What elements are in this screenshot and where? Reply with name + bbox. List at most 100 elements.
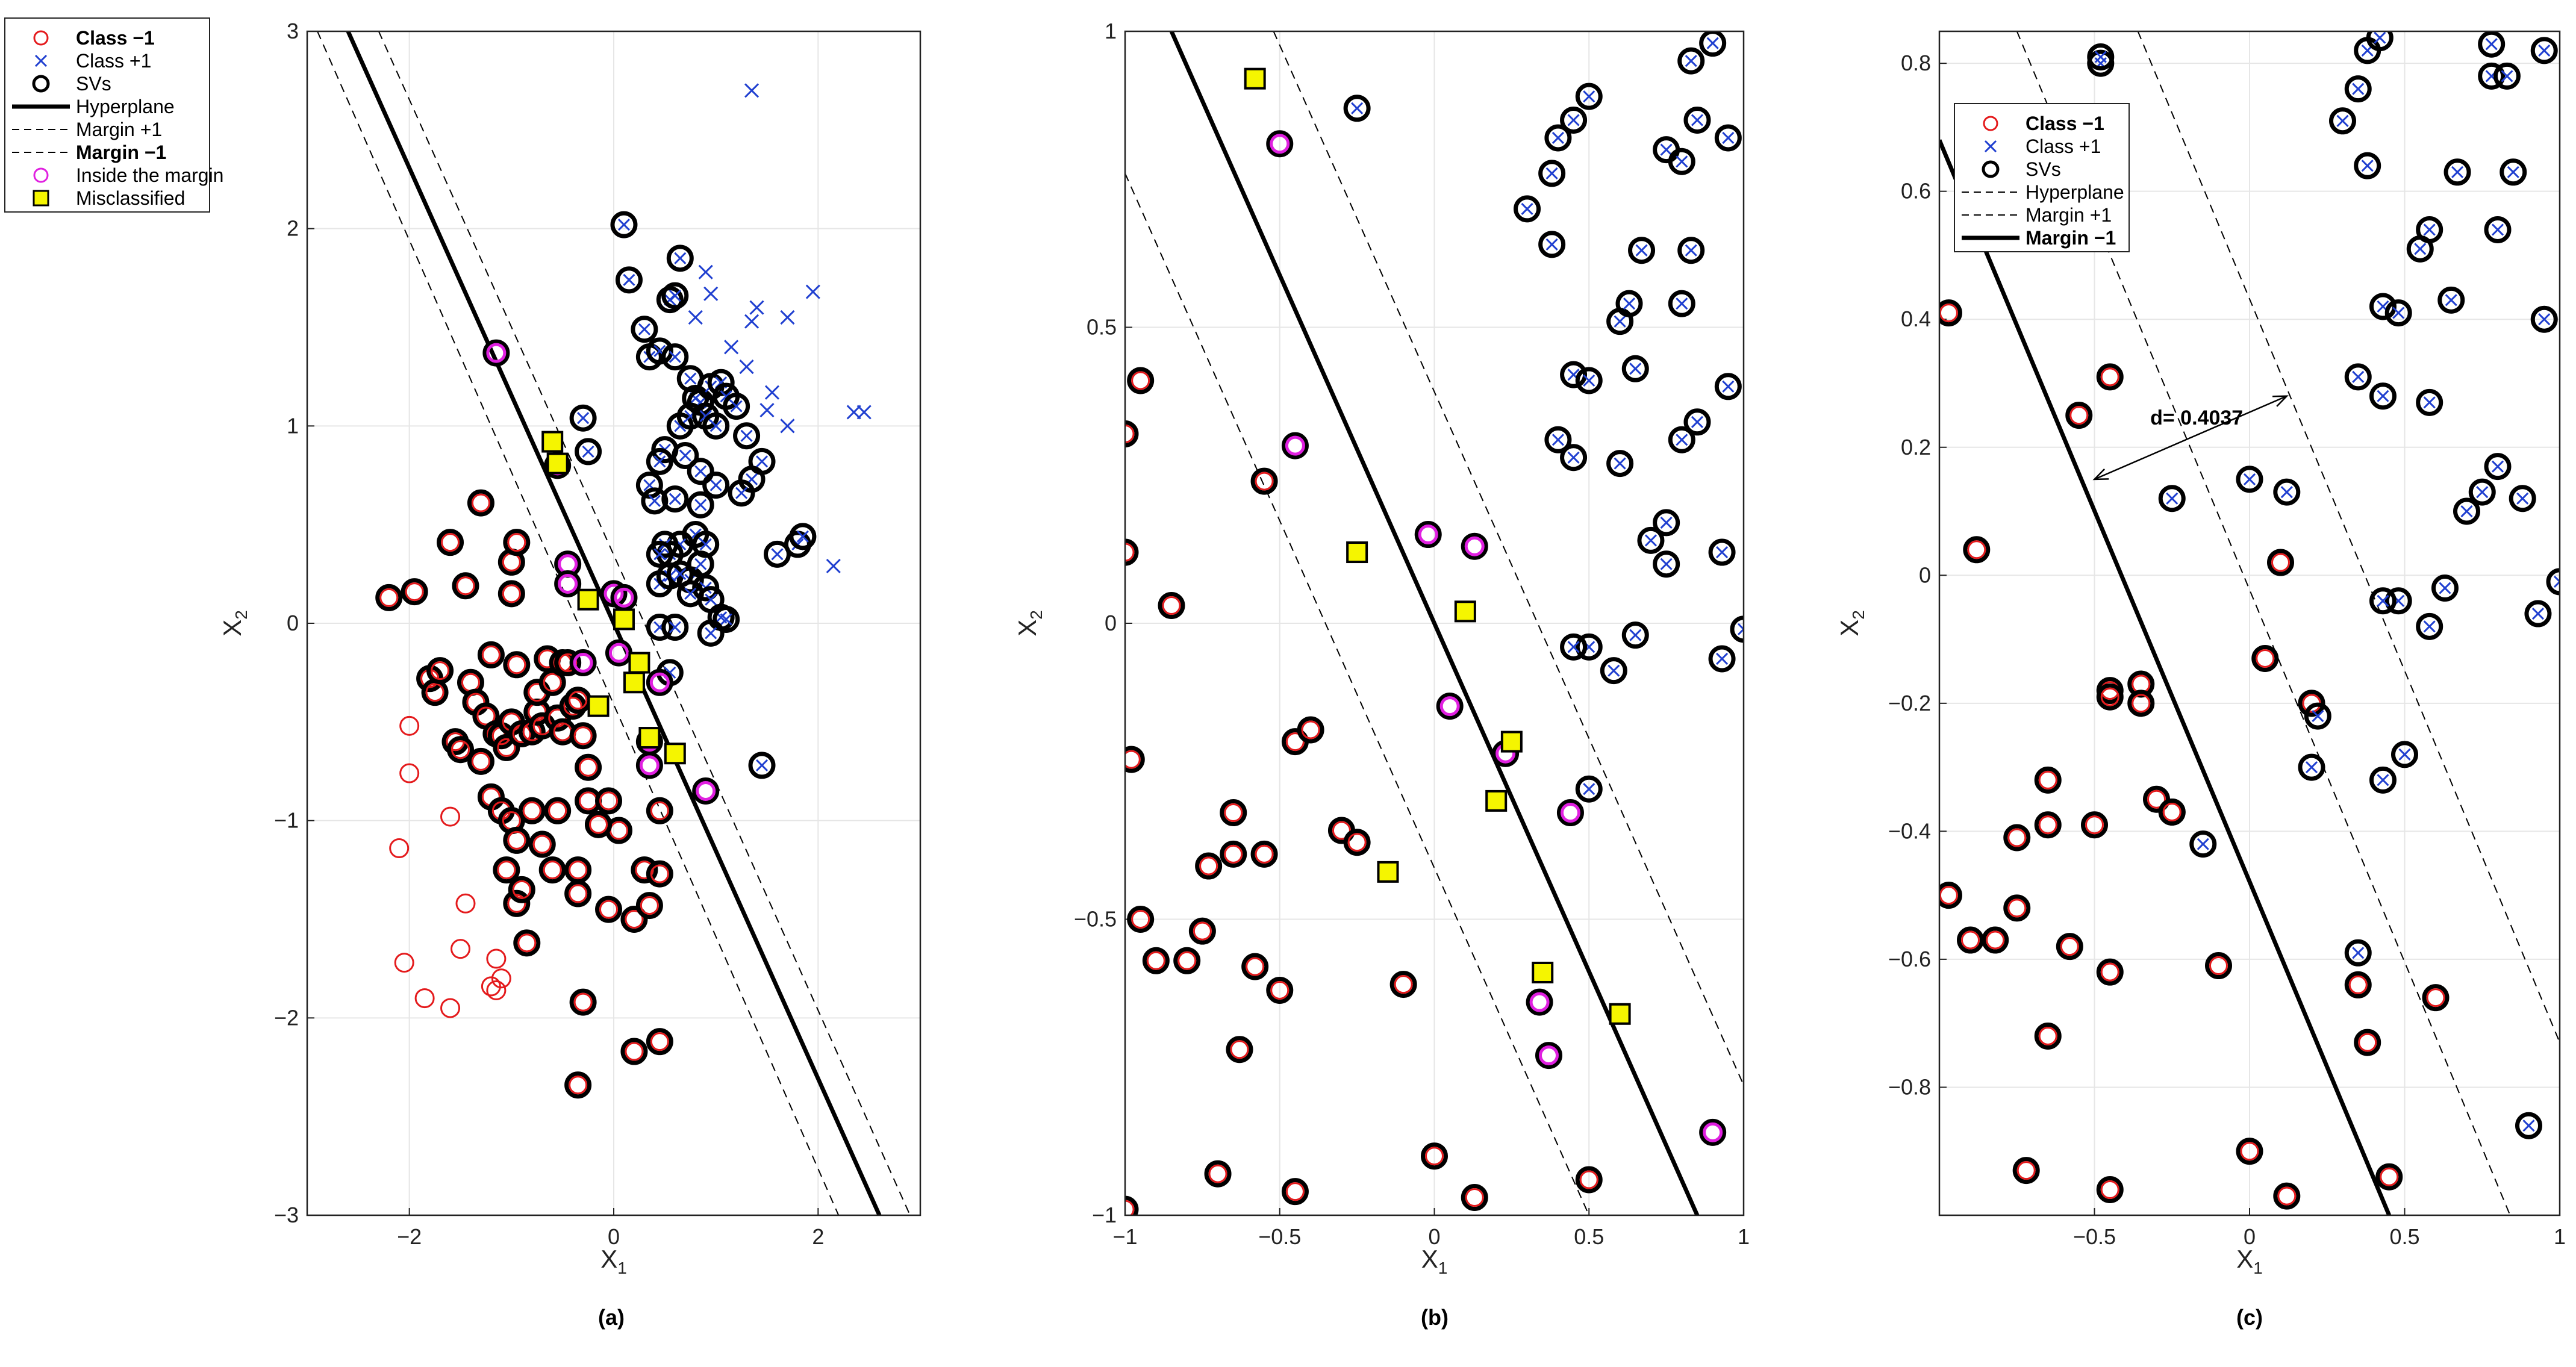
sv-ring (1575, 1166, 1603, 1194)
misclassified-point (587, 695, 610, 717)
x-stroke (826, 558, 841, 574)
sv-neg-point (426, 657, 454, 685)
x-stroke (1706, 37, 1719, 49)
sv-ring (1535, 1042, 1562, 1070)
x-stroke (2243, 473, 2256, 485)
sv-neg-point (2127, 690, 2155, 717)
legend-label: Hyperplane (2026, 181, 2124, 203)
sv-neg-point (1158, 592, 1185, 620)
legend-label: Margin −1 (2026, 227, 2116, 249)
x-stroke (2414, 243, 2427, 255)
x-stroke (684, 372, 697, 385)
x-stroke (1583, 783, 1595, 796)
sv-ring (2344, 75, 2372, 103)
x-tick-label: 0 (1428, 1224, 1440, 1249)
sv-inner (1465, 1188, 1484, 1207)
x-label-main: X (1421, 1245, 1438, 1273)
sv-neg-point (2236, 1138, 2263, 1165)
sv-inner (1425, 1147, 1444, 1166)
sv-pos-point (2443, 158, 2471, 186)
inside-margin-point (692, 777, 720, 805)
x-label-subscript: 1 (1438, 1259, 1448, 1277)
sv-inner (2085, 815, 2104, 835)
sv-pos-point (1714, 373, 1742, 400)
sv-ring (1730, 615, 1744, 643)
sv-ring (1421, 1142, 1448, 1170)
sv-ring (2509, 485, 2536, 512)
sv-neg-point (1173, 947, 1201, 974)
x-stroke (1737, 627, 1744, 635)
sv-pos-point (2484, 216, 2512, 243)
sv-ring (2422, 984, 2450, 1012)
margin-ring (558, 573, 578, 594)
sv-pos-point (2431, 575, 2459, 602)
sv-ring (2329, 107, 2356, 135)
x-stroke (638, 323, 650, 335)
inside-margin-point (569, 649, 597, 677)
sv-inner (456, 576, 475, 596)
sv-inner (1131, 910, 1150, 929)
sv-pos-point (702, 472, 730, 499)
x-stroke (2166, 492, 2178, 505)
sv-neg-point (1939, 882, 1962, 909)
sv-neg-point (620, 1038, 648, 1065)
sv-ring (2524, 600, 2552, 627)
sv-pos-point (1653, 509, 1680, 537)
panel-caption: (b) (1421, 1305, 1449, 1330)
sv-pos-point (1730, 615, 1744, 643)
x-stroke (617, 219, 631, 231)
sv-ring (1526, 988, 1553, 1016)
sv-inner (625, 1042, 644, 1061)
sv-pos-point (2468, 478, 2496, 506)
sv-pos-point (1538, 160, 1566, 187)
class-pos-point (826, 558, 841, 574)
sv-ring (1621, 355, 1649, 382)
sv-ring (2096, 1175, 2124, 1203)
sv-inner (1394, 975, 1413, 994)
x-stroke (705, 627, 717, 640)
sv-pos-point (1683, 106, 1711, 134)
margin-ring (486, 343, 507, 363)
sv-neg-point (1297, 716, 1324, 744)
sv-inner (425, 683, 444, 702)
inside-margin-point (1461, 532, 1488, 560)
sv-neg-point (646, 797, 673, 824)
sv-ring (426, 657, 454, 685)
x-stroke (1552, 131, 1564, 145)
sv-inner (2426, 988, 2445, 1007)
sv-ring (2416, 388, 2443, 416)
sv-ring (2478, 31, 2506, 58)
sv-pos-point (2369, 766, 2397, 794)
margin-ring (639, 755, 660, 776)
sv-inner (1270, 980, 1290, 1000)
x-stroke (1660, 143, 1673, 156)
sv-ring (447, 736, 474, 764)
sv-inner (2358, 1033, 2377, 1052)
x-stroke (2445, 294, 2457, 307)
x-stroke (856, 405, 872, 420)
sv-ring (1125, 746, 1145, 773)
sv-inner (431, 661, 450, 680)
x-stroke (2423, 223, 2436, 236)
x-stroke (2460, 505, 2473, 518)
legend-item: Margin −1 (1962, 227, 2116, 249)
sv-ring (1343, 829, 1371, 856)
sv-pos-point (1637, 526, 1665, 554)
sv-ring (401, 578, 428, 606)
sv-pos-point (2546, 568, 2560, 596)
x-stroke (1552, 434, 1564, 446)
sv-neg-point (518, 797, 546, 824)
x-tick-label: 0 (2244, 1224, 2256, 1249)
sv-pos-point (2437, 286, 2465, 314)
sv-pos-point (666, 244, 694, 272)
sv-inner (563, 697, 582, 716)
legend-box (4, 17, 210, 213)
x-stroke (2491, 223, 2504, 236)
y-tick-label: 1 (1105, 19, 1117, 43)
sv-inner (379, 588, 399, 607)
class-pos-point (749, 300, 764, 315)
distance-annotation: d= 0.4037 (2150, 406, 2243, 429)
misclassified-point (1346, 541, 1368, 564)
sv-ring (467, 489, 494, 517)
